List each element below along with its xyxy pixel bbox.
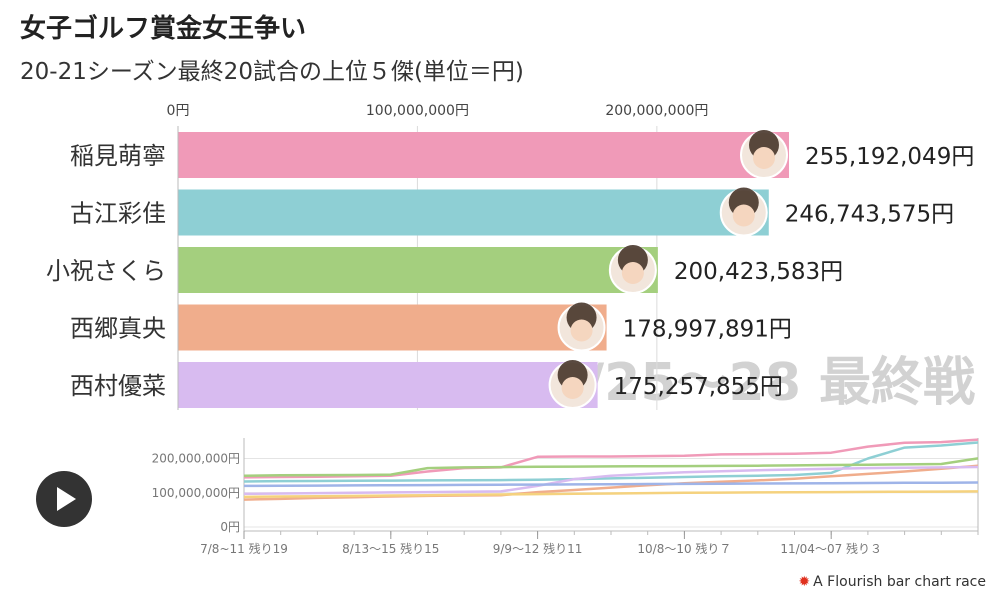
player-avatar-2 [719,187,768,237]
bar-name-3: 小祝さくら [46,257,166,285]
timeline-y-tick-1: 100,000,000円 [152,486,240,500]
timeline-x-tick-4: 11/04～07 残り３ [780,542,882,556]
timeline-x-tick-1: 8/13～15 残り15 [342,542,439,556]
player-avatar-4 [557,302,606,352]
bar-4 [178,304,607,351]
bar-2 [178,189,769,236]
timeline-series-5 [243,465,979,496]
bar-value-label-2: 246,743,575円 [785,202,954,228]
bar-value-label-5: 175,257,855円 [614,374,783,400]
bar-value-label-4: 178,997,891円 [623,317,792,343]
x-tick-label-1: 100,000,000円 [366,103,469,119]
credit-text: A Flourish bar chart race [813,574,986,590]
timeline-y-tick-2: 200,000,000円 [152,452,240,466]
play-icon[interactable] [36,471,92,527]
bar-name-4: 西郷真央 [70,315,166,343]
chart-title: 女子ゴルフ賞金女王争い [20,14,307,44]
player-avatar-5 [548,360,597,409]
bar-5 [178,362,598,408]
bar-value-label-1: 255,192,049円 [805,144,974,170]
player-avatar-3 [608,245,657,294]
player-avatar-1 [740,130,788,179]
timeline-series-7 [243,490,979,499]
timeline-x-tick-3: 10/8～10 残り７ [637,542,731,556]
timeline-x-tick-0: 7/8~11 残り19 [200,542,288,556]
bar-1 [178,132,789,178]
timeline-series-2 [243,441,979,483]
timeline-x-tick-2: 9/9～12 残り11 [493,542,583,556]
x-tick-label-0: 0円 [167,103,190,119]
flourish-credit[interactable]: ✹ A Flourish bar chart race [798,574,986,590]
x-tick-label-2: 200,000,000円 [605,103,708,119]
chart-subtitle: 20-21シーズン最終20試合の上位５傑(単位＝円) [20,59,524,85]
bar-value-label-3: 200,423,583円 [674,259,843,285]
timeline-series-6 [243,481,979,488]
timeline-series-3 [243,457,979,477]
timeline-y-tick-0: 0円 [220,520,240,534]
bar-name-2: 古江彩佳 [70,200,166,228]
flourish-logo-icon: ✹ [798,574,811,590]
bar-name-1: 稲見萌寧 [70,142,166,170]
bar-3 [178,247,658,293]
bar-name-5: 西村優菜 [70,372,166,400]
